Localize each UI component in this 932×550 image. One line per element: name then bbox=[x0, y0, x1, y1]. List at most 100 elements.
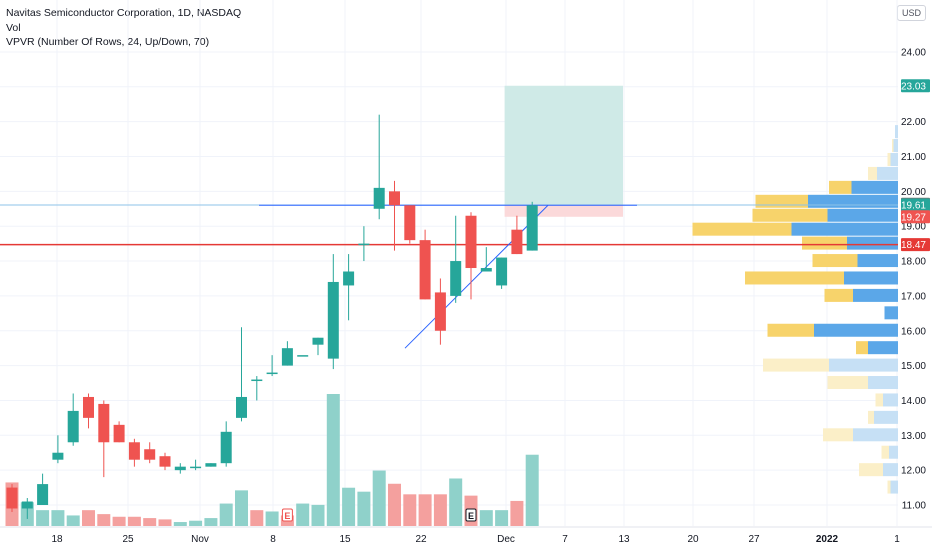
candle-body bbox=[251, 379, 263, 382]
candle[interactable] bbox=[327, 254, 339, 370]
candle[interactable] bbox=[190, 459, 202, 471]
vp-up-bar bbox=[893, 139, 898, 153]
candle-body bbox=[480, 268, 492, 272]
price-badge: 23.03 bbox=[901, 79, 930, 93]
candle[interactable] bbox=[251, 376, 263, 401]
price-axis[interactable]: 11.00 12.00 13.00 14.00 15.00 16.00 17.00 18.00… bbox=[901, 47, 926, 511]
candle-body bbox=[205, 463, 217, 467]
candle[interactable] bbox=[236, 327, 247, 422]
candle[interactable] bbox=[358, 226, 370, 262]
vp-up-bar bbox=[883, 393, 898, 407]
vp-down-bar bbox=[823, 428, 853, 442]
candle-body bbox=[220, 431, 232, 464]
vp-up-bar bbox=[883, 463, 898, 477]
vp-up-bar bbox=[844, 271, 898, 285]
vp-down-bar bbox=[755, 194, 808, 208]
y-tick-label: 13.00 bbox=[901, 431, 926, 442]
volume-bar bbox=[158, 519, 172, 526]
candle[interactable] bbox=[52, 435, 64, 464]
candle[interactable] bbox=[83, 393, 94, 429]
candle-body bbox=[434, 292, 446, 331]
earnings-marker[interactable]: E bbox=[465, 508, 477, 522]
legend-symbol[interactable]: Navitas Semiconductor Corporation, 1D, N… bbox=[6, 7, 242, 19]
candle[interactable] bbox=[144, 442, 156, 464]
time-axis[interactable]: 18 25 Nov 8 15 22 Dec 7 13 20 27 2022 1 bbox=[0, 526, 932, 545]
candle[interactable] bbox=[297, 355, 309, 357]
candle[interactable] bbox=[526, 201, 538, 251]
candle-body bbox=[266, 372, 278, 375]
candle[interactable] bbox=[404, 205, 416, 244]
vp-up-bar bbox=[868, 341, 898, 355]
earnings-marker[interactable]: E bbox=[281, 508, 293, 522]
candle[interactable] bbox=[450, 215, 462, 303]
candle-body bbox=[159, 456, 171, 467]
candle-body bbox=[450, 261, 462, 296]
target-zone[interactable] bbox=[504, 85, 623, 205]
candle-body bbox=[404, 205, 416, 241]
candle-body bbox=[297, 355, 309, 357]
candle[interactable] bbox=[281, 341, 293, 366]
stop-zone[interactable] bbox=[504, 204, 623, 217]
volume-bar bbox=[403, 494, 417, 526]
vp-down-bar bbox=[763, 358, 829, 372]
volume-bar bbox=[173, 522, 187, 526]
candle[interactable] bbox=[220, 421, 232, 467]
candle[interactable] bbox=[343, 254, 355, 321]
volume-bar bbox=[36, 510, 50, 526]
candle[interactable] bbox=[496, 257, 508, 289]
price-badge-text: 19.61 bbox=[901, 200, 926, 211]
x-tick-label: 2022 bbox=[816, 534, 839, 545]
candle[interactable] bbox=[113, 421, 125, 443]
candle-body bbox=[419, 240, 431, 300]
earnings-marker-letter: E bbox=[284, 511, 290, 521]
vp-up-bar bbox=[890, 152, 898, 166]
candle[interactable] bbox=[159, 452, 171, 471]
candle[interactable] bbox=[98, 400, 110, 478]
price-badge: 18.47 bbox=[901, 238, 930, 252]
x-tick-label: 18 bbox=[51, 534, 63, 545]
vp-up-bar bbox=[857, 254, 898, 268]
y-tick-label: 17.00 bbox=[901, 291, 926, 302]
y-tick-label: 21.00 bbox=[901, 152, 926, 163]
candle[interactable] bbox=[419, 229, 431, 300]
rising-trendline[interactable] bbox=[404, 204, 549, 349]
x-tick-label: 15 bbox=[339, 534, 351, 545]
candle[interactable] bbox=[373, 114, 385, 220]
vp-up-bar bbox=[868, 376, 898, 390]
volume-bar bbox=[433, 494, 447, 526]
candle[interactable] bbox=[37, 473, 49, 505]
candle[interactable] bbox=[6, 484, 18, 512]
candle[interactable] bbox=[21, 498, 33, 519]
vp-up-bar bbox=[851, 180, 898, 194]
candle[interactable] bbox=[174, 463, 186, 474]
x-tick-label: 13 bbox=[618, 534, 630, 545]
candle-body bbox=[343, 271, 355, 286]
candle[interactable] bbox=[480, 247, 492, 272]
candle-body bbox=[37, 484, 49, 505]
grid bbox=[0, 0, 898, 526]
candle[interactable] bbox=[434, 278, 446, 345]
candle-body bbox=[236, 396, 247, 418]
candle-body bbox=[113, 424, 125, 443]
candle[interactable] bbox=[511, 215, 523, 255]
candle[interactable] bbox=[67, 393, 79, 446]
vp-up-bar bbox=[895, 125, 898, 139]
volume-bar bbox=[97, 514, 111, 526]
candle[interactable] bbox=[205, 463, 217, 467]
candle[interactable] bbox=[465, 212, 477, 300]
vp-up-bar bbox=[827, 208, 898, 222]
candle-body bbox=[144, 449, 156, 460]
candle[interactable] bbox=[128, 438, 140, 467]
y-tick-label: 11.00 bbox=[902, 501, 927, 512]
legend-volume[interactable]: Vol bbox=[6, 21, 21, 34]
candle[interactable] bbox=[389, 180, 400, 251]
vp-up-bar bbox=[847, 236, 898, 250]
candle-body bbox=[174, 466, 186, 471]
candle[interactable] bbox=[312, 337, 324, 356]
x-tick-label: Nov bbox=[191, 534, 209, 545]
candle-body bbox=[465, 215, 477, 269]
candle[interactable] bbox=[266, 355, 278, 377]
vp-up-bar bbox=[808, 194, 898, 208]
vp-down-bar bbox=[856, 341, 868, 355]
